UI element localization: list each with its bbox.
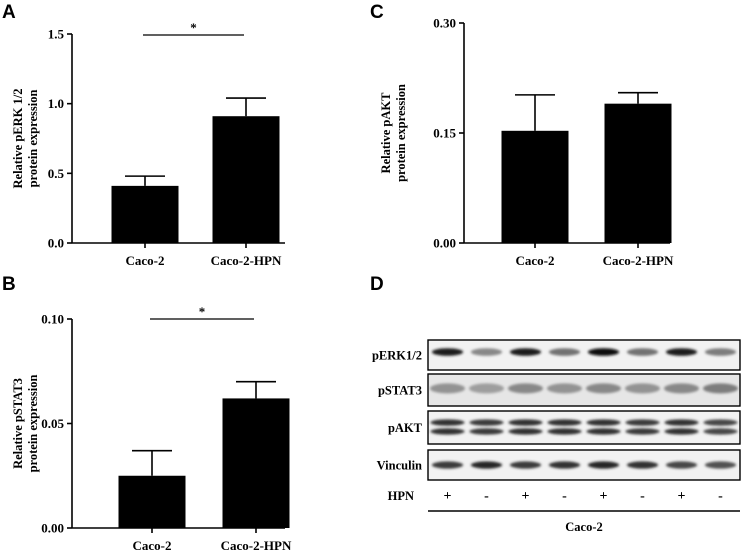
blot-band — [469, 428, 504, 435]
blot-band — [548, 461, 581, 469]
y-axis-title: Relative pERK 1/2protein expression — [11, 89, 40, 189]
blot-band — [468, 383, 505, 394]
blot-band — [431, 348, 464, 356]
y-axis-title: Relative pAKTprotein expression — [379, 84, 408, 182]
y-tick-label: 0.0 — [48, 236, 64, 251]
blot-band — [586, 428, 621, 435]
group-label: Caco-2 — [565, 520, 603, 534]
hpn-sign: + — [444, 489, 452, 504]
y-tick-label: 0.10 — [41, 312, 64, 327]
bar — [118, 475, 186, 528]
blot-frame — [427, 339, 741, 371]
blot-band — [624, 383, 661, 394]
blot-band — [507, 383, 544, 394]
blot-row: pSTAT3 — [378, 373, 741, 407]
y-tick-label: 0.5 — [48, 166, 65, 181]
blot-row: Vinculin — [377, 449, 741, 481]
blot-band — [470, 461, 503, 469]
y-tick-label: 0.00 — [41, 521, 64, 536]
hpn-sign: + — [600, 489, 608, 504]
blot-band — [548, 348, 581, 356]
significance-star: * — [190, 20, 197, 35]
bar — [111, 185, 179, 243]
panel-letter-d: D — [370, 274, 384, 295]
blot-band — [546, 383, 583, 394]
blot-band — [625, 428, 660, 435]
hpn-sign: + — [678, 489, 686, 504]
y-tick-label: 0.30 — [433, 16, 456, 31]
y-tick-label: 1.5 — [48, 27, 65, 42]
panel-letter-a: A — [2, 2, 16, 23]
blot-band — [586, 419, 621, 426]
blot-band — [665, 348, 698, 356]
blot-band — [704, 461, 737, 469]
category-label: Caco-2-HPN — [603, 253, 674, 268]
category-label: Caco-2 — [126, 253, 165, 268]
blot-band — [508, 419, 543, 426]
chart-pAKT: 0.00 0.15 0.30 Caco-2 Caco-2-HPN Relative pAK… — [379, 16, 674, 269]
blot-row-label: pERK1/2 — [372, 349, 422, 363]
blot-band — [663, 383, 700, 394]
panel-letter-b: B — [2, 274, 16, 295]
hpn-sign: - — [718, 489, 723, 504]
blot-band — [547, 419, 582, 426]
blot-band — [587, 461, 620, 469]
panel-letter-c: C — [370, 2, 384, 23]
blot-band — [664, 419, 699, 426]
y-tick-label: 1.0 — [48, 96, 64, 111]
blot-row-label: pAKT — [388, 421, 423, 435]
blot-band — [704, 348, 737, 356]
blot-band — [430, 419, 465, 426]
chart-pSTAT3: 0.00 0.05 0.10 Caco-2 Caco-2-HPN Relative pST… — [11, 304, 292, 553]
blot-frame — [427, 410, 741, 445]
hpn-sign: - — [562, 489, 567, 504]
blot-band — [430, 428, 465, 435]
blot-band — [702, 383, 739, 394]
y-axis-title: Relative pSTAT3protein expression — [11, 375, 40, 473]
blot-band — [547, 428, 582, 435]
blot-band — [469, 419, 504, 426]
blot-band — [626, 348, 659, 356]
bar — [222, 398, 290, 528]
blot-band — [509, 348, 542, 356]
blot-band — [470, 348, 503, 356]
y-tick-label: 0.05 — [41, 416, 64, 431]
significance-star: * — [199, 304, 206, 319]
blot-band — [703, 419, 738, 426]
chart-pERK: 0.0 0.5 1.0 1.5 Caco-2 Caco-2-HPN Relative pER… — [11, 20, 285, 268]
blot-band — [508, 428, 543, 435]
blot-band — [431, 461, 464, 469]
blot-row: pERK1/2 — [372, 339, 741, 371]
blot-row: pAKT — [388, 410, 741, 445]
blot-band — [703, 428, 738, 435]
blot-band — [585, 383, 622, 394]
blot-band — [626, 461, 659, 469]
hpn-sign: - — [484, 489, 489, 504]
category-label: Caco-2 — [133, 538, 172, 553]
blot-band — [625, 419, 660, 426]
bar — [212, 116, 280, 243]
y-tick-label: 0.00 — [433, 236, 456, 251]
bar — [604, 103, 672, 244]
blot-band — [429, 383, 466, 394]
category-label: Caco-2 — [516, 253, 555, 268]
bar — [501, 130, 569, 243]
western-blot: pERK1/2 pSTAT3 pAKT Vinculin HPN + - + - + - + - Caco… — [372, 339, 741, 534]
blot-band — [587, 348, 620, 356]
hpn-label: HPN — [388, 489, 414, 503]
blot-band — [664, 428, 699, 435]
blot-row-label: Vinculin — [377, 459, 422, 473]
hpn-sign: - — [640, 489, 645, 504]
blot-row-label: pSTAT3 — [378, 384, 422, 398]
blot-band — [509, 461, 542, 469]
y-tick-label: 0.15 — [433, 126, 456, 141]
category-label: Caco-2-HPN — [211, 253, 282, 268]
hpn-sign: + — [522, 489, 530, 504]
category-label: Caco-2-HPN — [221, 538, 292, 553]
blot-band — [665, 461, 698, 469]
